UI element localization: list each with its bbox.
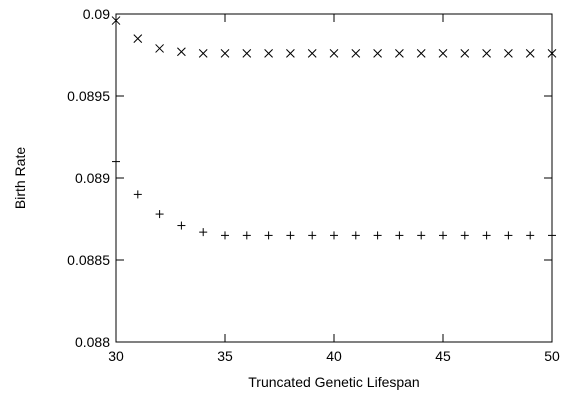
x-tick-label: 30 <box>108 348 124 364</box>
x-axis-ticks: 30 35 40 45 50 <box>108 14 560 364</box>
data-point-plus <box>177 221 186 230</box>
data-point-plus <box>482 231 491 240</box>
data-point-cross <box>504 49 513 58</box>
data-point-plus <box>330 231 338 240</box>
x-tick-label: 35 <box>217 348 233 364</box>
data-point-cross <box>264 49 273 58</box>
data-point-cross <box>198 49 208 58</box>
data-point-plus <box>264 231 273 240</box>
y-axis-label: Birth Rate <box>12 147 28 209</box>
data-point-cross <box>460 49 470 58</box>
data-point-cross <box>438 49 448 58</box>
data-point-cross <box>395 49 404 58</box>
y-tick-label: 0.09 <box>83 6 110 22</box>
data-point-plus <box>417 231 426 240</box>
data-point-plus <box>504 231 513 240</box>
data-point-cross <box>525 49 535 58</box>
data-point-cross <box>133 34 143 43</box>
data-point-cross <box>286 49 295 58</box>
data-point-plus <box>155 210 164 219</box>
data-point-plus <box>351 231 360 240</box>
data-point-cross <box>242 49 252 58</box>
data-point-cross <box>351 49 361 58</box>
data-point-plus <box>308 231 317 240</box>
data-point-plus <box>133 190 142 199</box>
data-point-plus <box>199 228 208 237</box>
data-point-plus <box>112 157 120 166</box>
data-points <box>111 16 557 240</box>
x-axis-label: Truncated Genetic Lifespan <box>248 374 419 390</box>
data-point-cross <box>482 49 491 58</box>
data-point-plus <box>395 231 404 240</box>
data-point-cross <box>547 49 557 58</box>
data-point-plus <box>286 231 295 240</box>
y-tick-label: 0.088 <box>75 334 110 350</box>
plot-frame <box>115 13 553 343</box>
data-point-plus <box>373 231 382 240</box>
data-point-cross <box>373 49 382 58</box>
y-axis-ticks: 0.088 0.0885 0.089 0.0895 0.09 <box>67 6 552 350</box>
data-point-cross <box>416 49 426 58</box>
data-point-cross <box>155 44 164 53</box>
y-tick-label: 0.0885 <box>67 252 110 268</box>
data-point-cross <box>329 49 339 58</box>
y-tick-label: 0.0895 <box>67 88 110 104</box>
data-point-plus <box>439 231 447 240</box>
y-tick-label: 0.089 <box>75 170 110 186</box>
data-point-cross <box>220 49 230 58</box>
data-point-cross <box>177 47 186 57</box>
x-tick-label: 50 <box>544 348 560 364</box>
data-point-cross <box>111 16 121 25</box>
data-point-plus <box>242 231 251 240</box>
data-point-cross <box>307 49 317 58</box>
data-point-plus <box>460 231 469 240</box>
data-point-plus <box>221 231 229 240</box>
data-point-plus <box>548 231 556 240</box>
x-tick-label: 40 <box>326 348 342 364</box>
data-point-plus <box>526 231 535 240</box>
x-tick-label: 45 <box>435 348 451 364</box>
